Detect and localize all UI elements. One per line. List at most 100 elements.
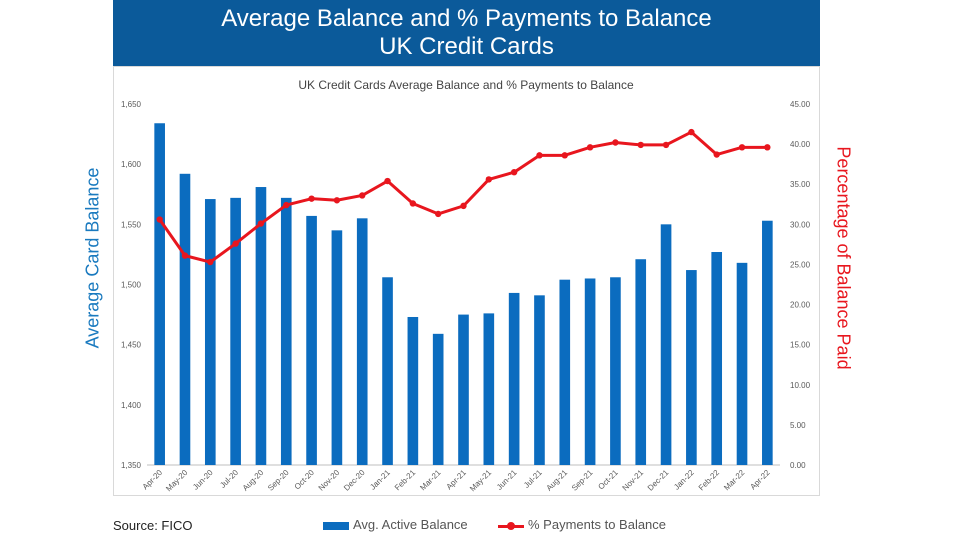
main-subtitle: UK Credit Cards bbox=[379, 33, 554, 60]
bar bbox=[736, 262, 748, 465]
bar bbox=[762, 220, 773, 465]
x-tick-label: Dec-21 bbox=[646, 468, 671, 493]
payments-point bbox=[384, 177, 391, 185]
bar bbox=[458, 314, 469, 465]
x-tick-label: Nov-21 bbox=[621, 468, 646, 493]
x-tick-label: Feb-22 bbox=[697, 468, 722, 493]
x-tick-label: Sep-21 bbox=[570, 468, 595, 493]
bar bbox=[331, 230, 343, 465]
left-tick-label: 1,400 bbox=[121, 401, 142, 410]
payments-point bbox=[460, 202, 467, 210]
left-tick-label: 1,550 bbox=[121, 220, 142, 229]
payments-point bbox=[485, 176, 493, 183]
x-tick-label: Jan-21 bbox=[368, 468, 392, 492]
bar bbox=[255, 187, 267, 465]
x-tick-label: Oct-20 bbox=[293, 468, 317, 492]
payments-point bbox=[156, 216, 163, 223]
payments-point bbox=[612, 139, 619, 146]
legend-line-swatch bbox=[498, 520, 524, 532]
bar bbox=[356, 218, 368, 465]
bar bbox=[179, 173, 191, 465]
payments-point bbox=[510, 168, 518, 176]
bar bbox=[483, 313, 495, 465]
bar bbox=[432, 333, 444, 465]
payments-point bbox=[359, 192, 366, 199]
legend-label-balance: Avg. Active Balance bbox=[353, 517, 468, 532]
payments-point bbox=[586, 144, 594, 151]
bar bbox=[154, 123, 165, 466]
bar bbox=[610, 277, 621, 465]
left-tick-label: 1,650 bbox=[121, 100, 142, 109]
x-tick-label: Jun-21 bbox=[495, 468, 519, 492]
legend-item-balance: Avg. Active Balance bbox=[323, 517, 468, 532]
x-tick-label: Apr-21 bbox=[445, 468, 469, 492]
bar bbox=[559, 279, 571, 465]
bar bbox=[230, 197, 241, 466]
payments-point bbox=[561, 152, 568, 159]
payments-point bbox=[308, 195, 315, 202]
payments-point bbox=[662, 141, 670, 149]
x-tick-label: Apr-20 bbox=[141, 468, 165, 492]
bar bbox=[711, 252, 723, 465]
x-tick-label: May-21 bbox=[468, 468, 494, 494]
x-tick-label: Mar-22 bbox=[722, 468, 747, 493]
payments-point bbox=[738, 144, 746, 151]
x-tick-label: Oct-21 bbox=[596, 468, 620, 492]
bar bbox=[584, 278, 596, 465]
x-tick-label: Nov-20 bbox=[317, 468, 342, 493]
bar bbox=[635, 259, 647, 465]
x-tick-label: Jul-20 bbox=[218, 468, 240, 490]
x-tick-label: Mar-21 bbox=[418, 468, 443, 493]
x-tick-label: Jul-21 bbox=[522, 468, 544, 490]
payments-point bbox=[283, 201, 290, 209]
payments-point bbox=[207, 258, 214, 266]
bar bbox=[508, 292, 520, 465]
right-tick-label: 35.00 bbox=[790, 180, 811, 189]
bar bbox=[382, 277, 393, 465]
right-tick-label: 15.00 bbox=[790, 341, 811, 350]
left-tick-label: 1,500 bbox=[121, 281, 142, 290]
x-tick-label: May-20 bbox=[164, 468, 190, 494]
payments-point bbox=[637, 141, 644, 149]
payments-point bbox=[257, 220, 265, 227]
source-note: Source: FICO bbox=[113, 518, 193, 533]
payments-point bbox=[713, 151, 720, 158]
bar bbox=[660, 224, 672, 465]
payments-point bbox=[434, 210, 442, 218]
right-tick-label: 40.00 bbox=[790, 140, 811, 149]
bar bbox=[306, 215, 317, 465]
payments-point bbox=[232, 240, 239, 247]
x-tick-label: Jun-20 bbox=[191, 468, 215, 492]
payments-point bbox=[333, 197, 341, 204]
x-tick-label: Jan-22 bbox=[672, 468, 696, 492]
chart-title: UK Credit Cards Average Balance and % Pa… bbox=[298, 78, 634, 92]
legend-bar-swatch bbox=[323, 521, 349, 530]
bar bbox=[686, 270, 697, 465]
bar bbox=[204, 199, 216, 465]
right-tick-label: 0.00 bbox=[790, 461, 806, 470]
bar bbox=[280, 197, 292, 466]
main-title: Average Balance and % Payments to Balanc… bbox=[221, 5, 712, 32]
legend-item-payments: % Payments to Balance bbox=[498, 517, 666, 532]
title-banner: Average Balance and % Payments to Balanc… bbox=[113, 0, 820, 66]
x-tick-label: Apr-22 bbox=[748, 468, 772, 492]
payments-line bbox=[158, 130, 768, 264]
right-tick-label: 5.00 bbox=[790, 421, 806, 430]
x-tick-label: Sep-20 bbox=[266, 468, 291, 493]
left-axis-label: Average Card Balance bbox=[82, 167, 103, 349]
left-tick-label: 1,450 bbox=[121, 341, 142, 350]
bar bbox=[407, 316, 419, 465]
legend-label-payments: % Payments to Balance bbox=[528, 517, 667, 532]
right-tick-label: 45.00 bbox=[790, 100, 811, 109]
x-tick-label: Dec-20 bbox=[342, 468, 367, 493]
right-tick-label: 10.00 bbox=[790, 381, 811, 390]
left-tick-label: 1,600 bbox=[121, 160, 142, 169]
right-axis-label: Percentage of Balance Paid bbox=[833, 146, 854, 370]
x-tick-label: Aug-21 bbox=[545, 468, 570, 493]
x-tick-label: Feb-21 bbox=[393, 468, 418, 493]
left-tick-label: 1,350 bbox=[121, 461, 142, 470]
right-tick-label: 30.00 bbox=[790, 220, 811, 229]
payments-point bbox=[409, 200, 417, 207]
payments-point bbox=[688, 128, 695, 136]
